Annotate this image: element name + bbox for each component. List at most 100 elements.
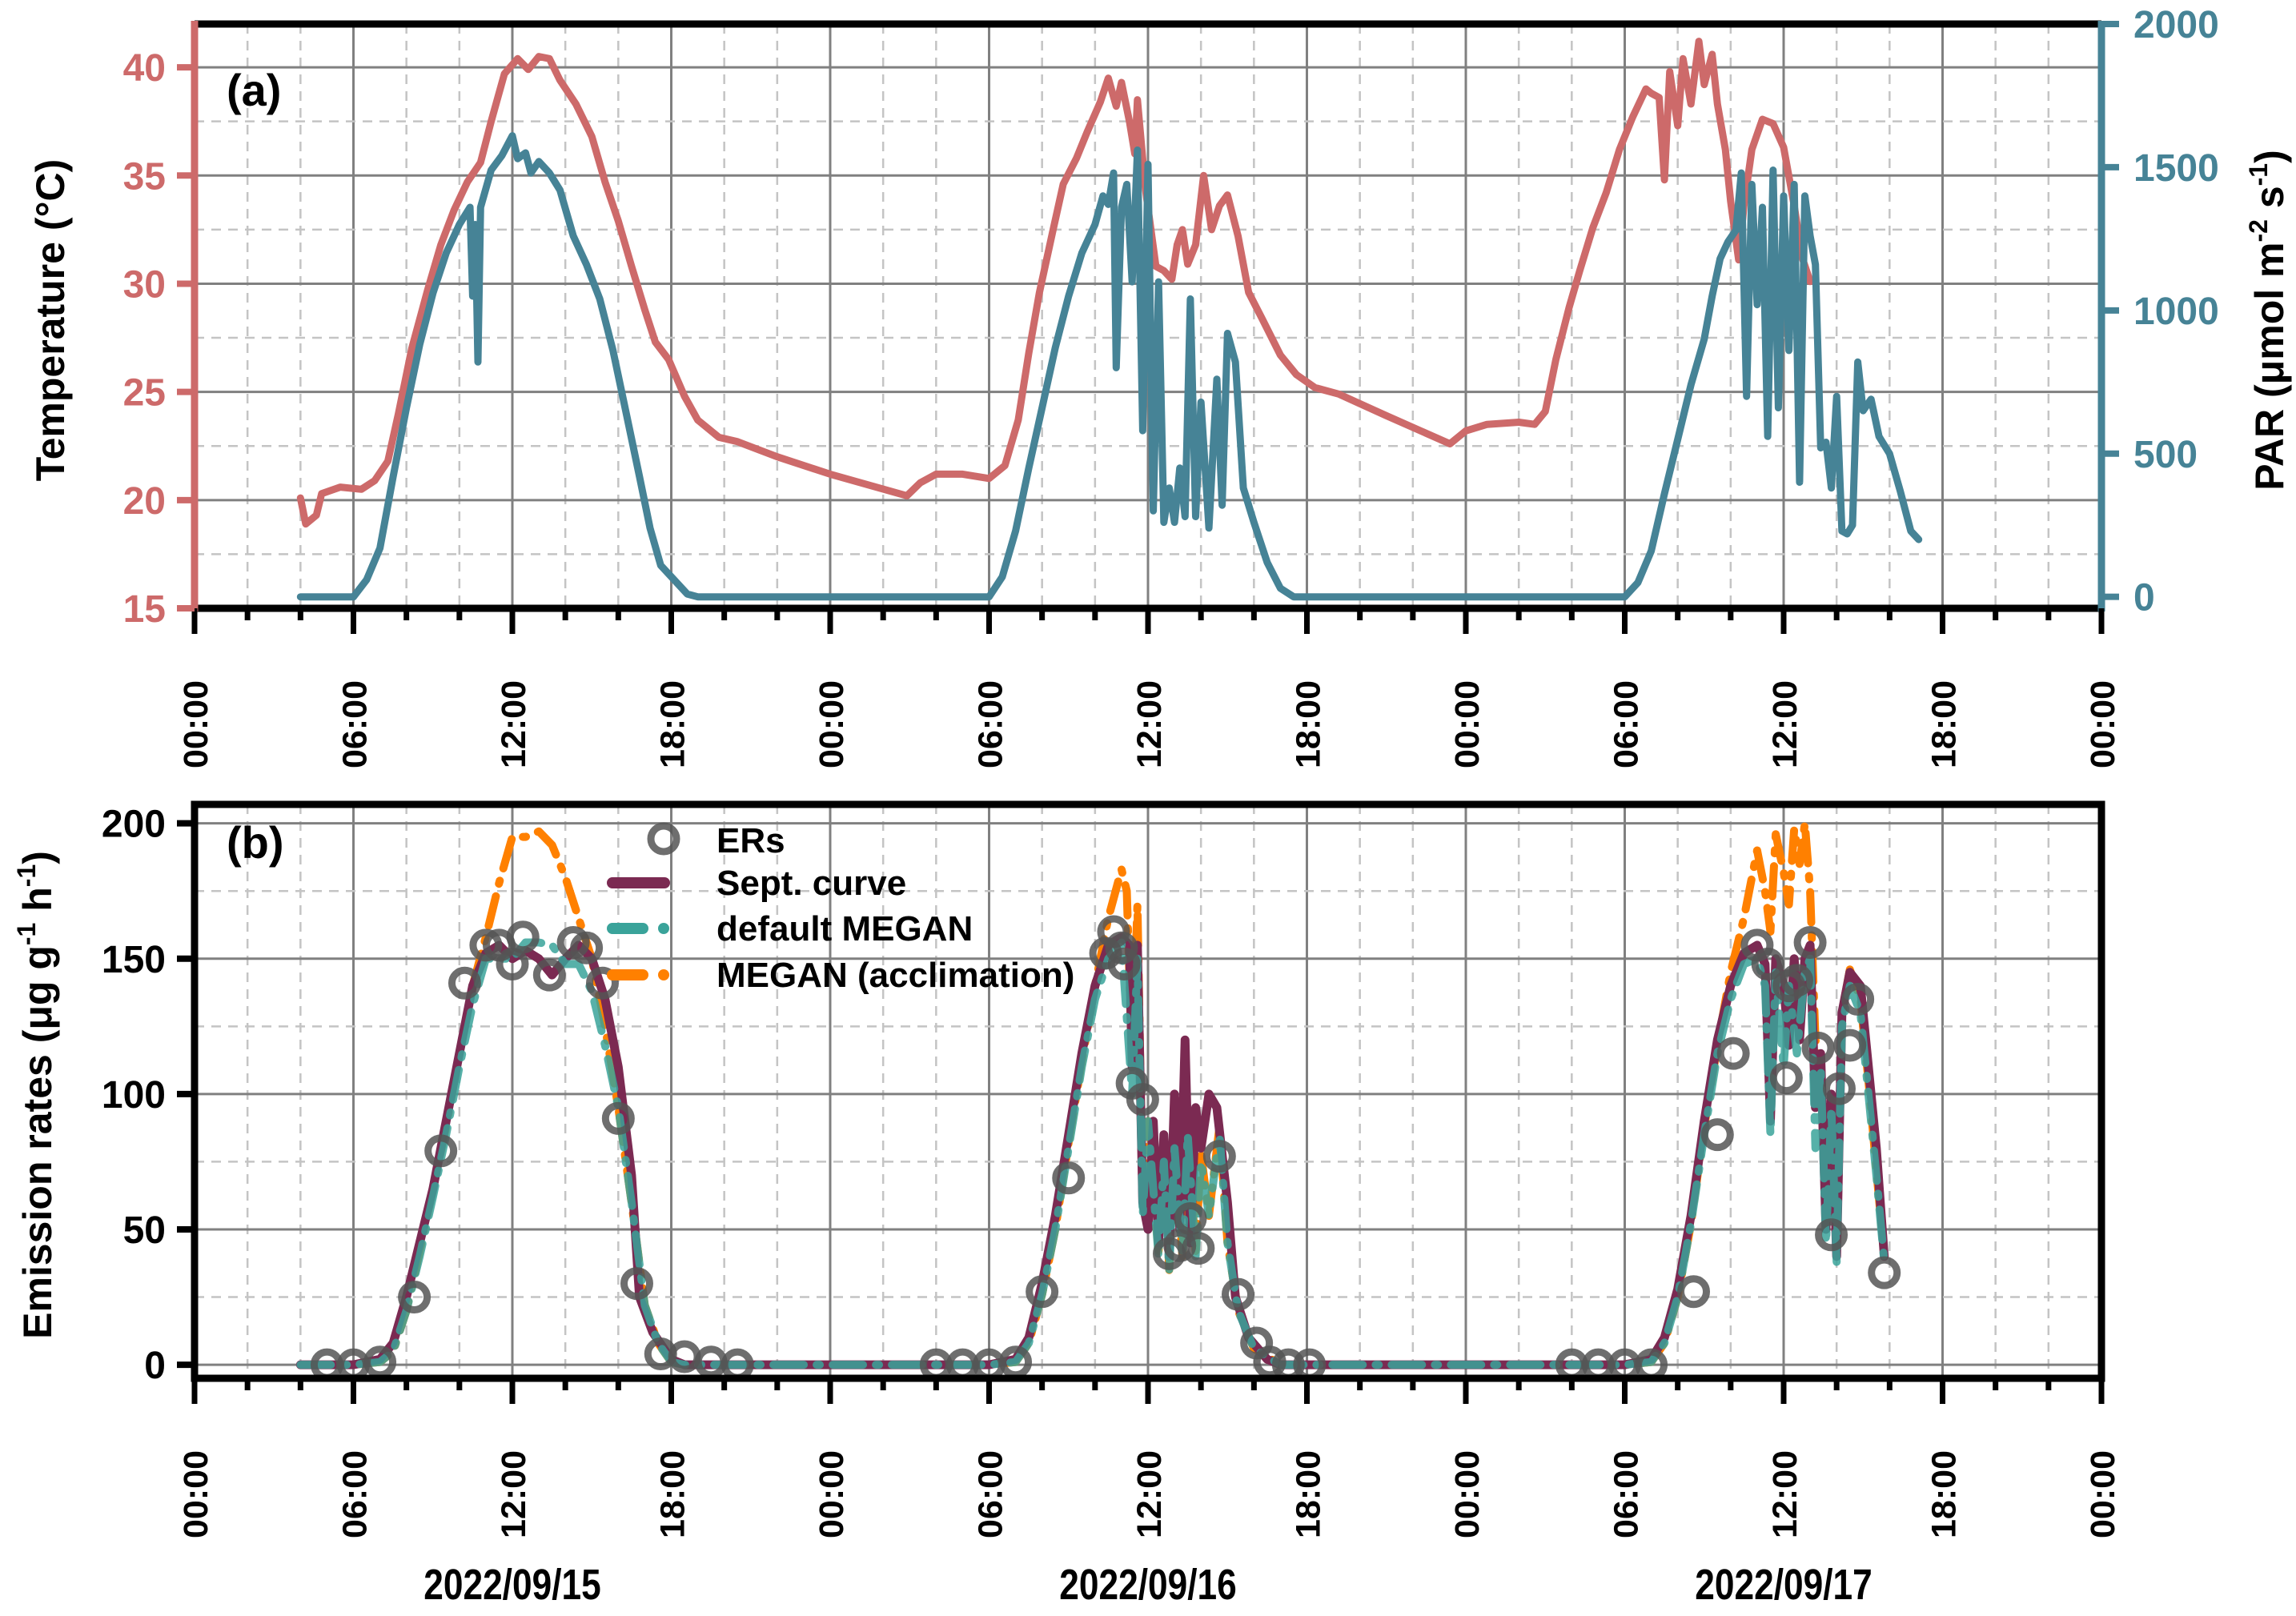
x-tick-label: 06:00 bbox=[336, 1450, 375, 1538]
x-tick-label: 06:00 bbox=[972, 680, 1010, 768]
legend-sept-curve-label: Sept. curve bbox=[716, 864, 906, 903]
er-point bbox=[1182, 1232, 1215, 1265]
par-tick-label: 0 bbox=[2133, 577, 2155, 620]
x-tick-label: 06:00 bbox=[1608, 680, 1646, 768]
panel-a-label: (a) bbox=[227, 65, 281, 115]
x-tick-label: 06:00 bbox=[1608, 1450, 1646, 1538]
x-tick-label: 00:00 bbox=[2084, 680, 2122, 768]
x-tick-label: 12:00 bbox=[1130, 680, 1169, 768]
panel-b-label: (b) bbox=[227, 817, 284, 868]
er-point bbox=[1822, 1072, 1856, 1105]
er-point bbox=[1801, 1031, 1835, 1065]
date-labels: 2022/09/15 2022/09/16 2022/09/17 bbox=[423, 1561, 1873, 1609]
temperature-tick-label: 15 bbox=[123, 588, 166, 631]
temperature-axis-title: Temperature (°C) bbox=[28, 159, 73, 481]
er-point bbox=[601, 1101, 635, 1135]
emission-tick-label: 200 bbox=[102, 804, 166, 846]
panel-b: 00:00 06:00 12:00 18:00 00:00 06:00 12:00 18:00… bbox=[12, 800, 2122, 1538]
temperature-tick-label: 20 bbox=[123, 480, 166, 523]
er-point bbox=[585, 966, 619, 1000]
er-point bbox=[1097, 915, 1130, 948]
panel-a-series bbox=[296, 38, 1923, 601]
er-point bbox=[1163, 1229, 1197, 1262]
legend-ers-marker bbox=[647, 822, 680, 856]
temperature-tick-label: 30 bbox=[123, 263, 166, 306]
x-tick-label: 06:00 bbox=[336, 680, 375, 768]
x-tick-label: 18:00 bbox=[1925, 680, 1964, 768]
emission-axis-title: Emission rates (μg g-1 h-1) bbox=[12, 851, 60, 1339]
er-point bbox=[1107, 948, 1141, 981]
date-label: 2022/09/15 bbox=[423, 1561, 601, 1609]
panel-b-ticks: 00:00 06:00 12:00 18:00 00:00 06:00 12:00 18:00… bbox=[102, 804, 2122, 1538]
x-tick-label: 00:00 bbox=[1448, 680, 1487, 768]
par-tick-label: 1000 bbox=[2133, 291, 2219, 333]
temperature-line bbox=[296, 38, 1814, 528]
x-tick-label: 18:00 bbox=[654, 680, 692, 768]
panel-a-ticks: 00:00 06:00 12:00 18:00 00:00 06:00 12:00 18:00… bbox=[123, 4, 2219, 768]
emission-tick-label: 50 bbox=[123, 1209, 166, 1252]
legend-megan-acclimation-dot bbox=[658, 969, 669, 980]
er-point bbox=[1126, 1083, 1159, 1117]
x-tick-label: 12:00 bbox=[495, 680, 533, 768]
er-point bbox=[1833, 1029, 1867, 1062]
legend-megan-acclimation-label: MEGAN (acclimation) bbox=[716, 956, 1074, 995]
par-axis-title: PAR (μmol m-2 s-1) bbox=[2244, 150, 2292, 491]
x-tick-label: 00:00 bbox=[2084, 1450, 2122, 1538]
er-point bbox=[1174, 1201, 1207, 1235]
x-tick-label: 06:00 bbox=[972, 1450, 1010, 1538]
legend: ERs Sept. curve default MEGAN MEGAN (acc… bbox=[607, 821, 1074, 995]
panel-a: 00:00 06:00 12:00 18:00 00:00 06:00 12:00 18:00… bbox=[28, 4, 2292, 768]
er-point bbox=[1793, 925, 1827, 959]
x-tick-label: 12:00 bbox=[1766, 1450, 1804, 1538]
temperature-tick-label: 35 bbox=[123, 155, 166, 198]
er-point bbox=[1202, 1140, 1236, 1173]
x-tick-label: 00:00 bbox=[177, 680, 215, 768]
er-point bbox=[1716, 1037, 1750, 1070]
er-point bbox=[1105, 931, 1138, 964]
par-line bbox=[296, 132, 1923, 601]
temperature-tick-label: 40 bbox=[123, 47, 166, 90]
er-point bbox=[532, 958, 566, 992]
er-point bbox=[1221, 1277, 1254, 1311]
emission-tick-label: 150 bbox=[102, 939, 166, 981]
x-tick-label: 18:00 bbox=[654, 1450, 692, 1538]
er-point bbox=[1868, 1256, 1901, 1289]
er-point bbox=[424, 1134, 458, 1168]
er-point bbox=[506, 920, 540, 954]
er-point bbox=[1026, 1275, 1059, 1309]
x-tick-label: 00:00 bbox=[813, 680, 851, 768]
er-point bbox=[1780, 964, 1814, 997]
er-point bbox=[1815, 1218, 1848, 1252]
x-tick-label: 00:00 bbox=[1448, 1450, 1487, 1538]
er-point bbox=[496, 948, 529, 981]
x-tick-label: 00:00 bbox=[813, 1450, 851, 1538]
er-point bbox=[570, 931, 604, 964]
er-point bbox=[1677, 1275, 1711, 1309]
par-tick-label: 1500 bbox=[2133, 147, 2219, 190]
er-point bbox=[469, 928, 503, 962]
date-label: 2022/09/17 bbox=[1695, 1561, 1873, 1609]
x-tick-label: 00:00 bbox=[177, 1450, 215, 1538]
date-label: 2022/09/16 bbox=[1059, 1561, 1237, 1609]
par-tick-label: 500 bbox=[2133, 434, 2198, 476]
par-tick-label: 2000 bbox=[2133, 4, 2219, 46]
emission-tick-label: 100 bbox=[102, 1074, 166, 1117]
panel-b-series bbox=[295, 819, 1901, 1381]
er-point bbox=[1052, 1161, 1086, 1195]
x-tick-label: 18:00 bbox=[1925, 1450, 1964, 1538]
x-tick-label: 12:00 bbox=[1130, 1450, 1169, 1538]
er-point bbox=[398, 1281, 432, 1314]
er-point bbox=[620, 1267, 653, 1301]
x-tick-label: 12:00 bbox=[1766, 680, 1804, 768]
default-megan-line bbox=[296, 938, 1889, 1369]
legend-ers-label: ERs bbox=[716, 821, 785, 860]
x-tick-label: 18:00 bbox=[1290, 1450, 1328, 1538]
er-point bbox=[1751, 948, 1784, 981]
er-point bbox=[1700, 1118, 1734, 1152]
er-point bbox=[1769, 1061, 1803, 1095]
legend-default-megan-label: default MEGAN bbox=[716, 909, 973, 948]
temperature-tick-label: 25 bbox=[123, 372, 166, 415]
er-point bbox=[1841, 983, 1875, 1017]
er-point bbox=[448, 966, 481, 1000]
